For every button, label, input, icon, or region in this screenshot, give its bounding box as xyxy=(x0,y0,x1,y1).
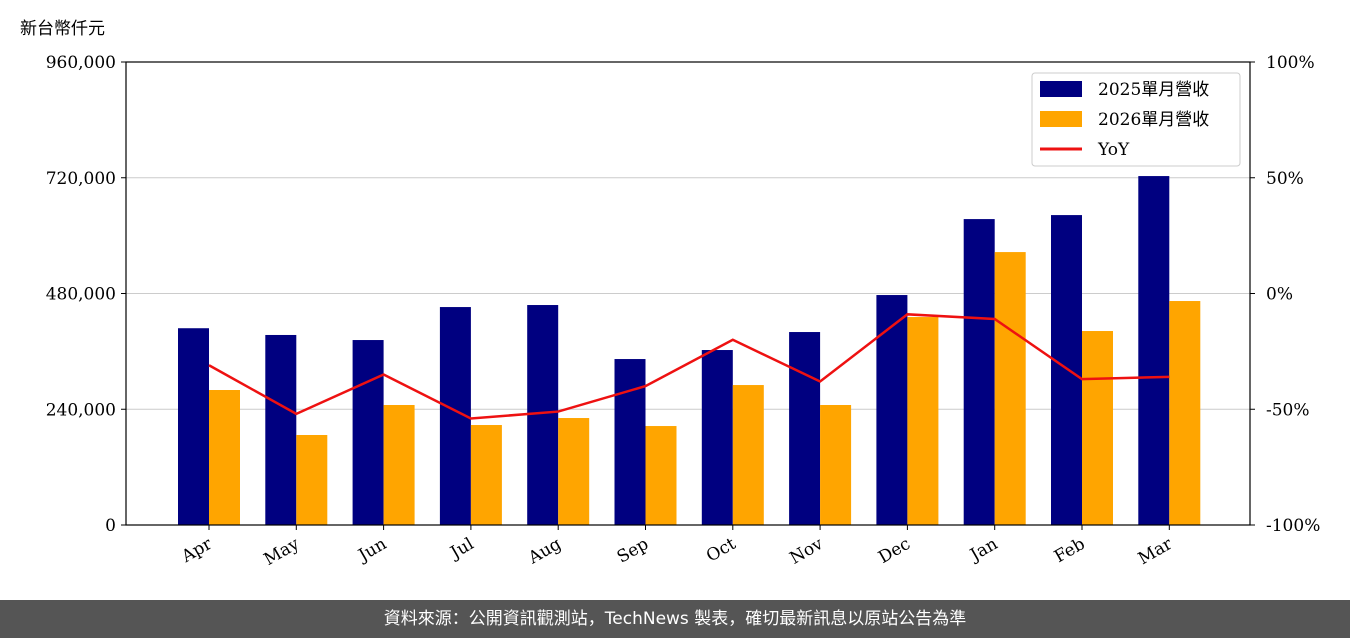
y-tick-label: 480,000 xyxy=(46,285,116,305)
legend-label: YoY xyxy=(1097,140,1130,160)
bar xyxy=(994,252,1026,525)
bar xyxy=(470,425,502,525)
y2-tick-label: 0% xyxy=(1266,285,1293,305)
legend-box xyxy=(1031,72,1241,167)
legend: 2025單月營收 2026單月營收 YoY xyxy=(1031,72,1241,167)
x-tick-label: Jul xyxy=(446,534,478,564)
x-tick-label: Mar xyxy=(1135,534,1177,570)
x-tick-label: May xyxy=(261,534,304,570)
x-tick-label: Jan xyxy=(965,534,1001,566)
bar xyxy=(558,418,590,525)
bar xyxy=(701,350,733,525)
bar xyxy=(614,359,646,525)
bar xyxy=(296,435,328,525)
y-tick-label: 720,000 xyxy=(46,169,116,189)
bar xyxy=(1051,215,1082,525)
bar xyxy=(265,334,297,525)
bar xyxy=(1082,331,1113,525)
bar xyxy=(209,390,240,525)
y2-tick-label: 100% xyxy=(1266,53,1315,73)
bar xyxy=(732,385,764,525)
y2-tick-label: -50% xyxy=(1266,400,1310,420)
y2-tick-label: 50% xyxy=(1266,169,1304,189)
x-tick-label: Sep xyxy=(614,534,652,568)
plot-frame xyxy=(125,61,1251,526)
x-tick-label: Feb xyxy=(1051,534,1089,567)
legend-label: 2026單月營收 xyxy=(1098,110,1209,130)
x-tick-label: Aug xyxy=(524,534,565,569)
y-tick-label: 240,000 xyxy=(46,400,116,420)
bar xyxy=(963,219,995,525)
bar xyxy=(789,332,821,525)
bar xyxy=(1169,301,1201,525)
bar xyxy=(178,328,209,525)
legend-swatch xyxy=(1040,81,1082,97)
bar xyxy=(820,405,852,525)
bar xyxy=(876,295,908,525)
x-tick-label: Jun xyxy=(353,534,390,567)
chart: 新台幣仟元 0 240,000 480,000 720,000 960,000 -100%… xyxy=(20,19,1320,570)
y2-tick-label: -100% xyxy=(1266,516,1320,536)
bar xyxy=(1138,176,1170,525)
bar xyxy=(907,317,939,525)
y-tick-label: 0 xyxy=(105,516,116,536)
line xyxy=(208,313,1170,420)
y-axis-label: 新台幣仟元 xyxy=(20,19,105,39)
legend-swatch xyxy=(1040,111,1082,127)
x-tick-label: Oct xyxy=(703,534,739,567)
bar xyxy=(383,405,415,525)
x-tick-label: Nov xyxy=(787,534,827,569)
bar xyxy=(527,305,559,525)
y-tick-label: 960,000 xyxy=(46,53,116,73)
x-tick-label: Apr xyxy=(178,534,217,568)
footer: 資料來源：公開資訊觀測站，TechNews 製表，確切最新訊息以原站公告為準 xyxy=(0,600,1350,638)
bar xyxy=(645,426,677,525)
x-tick-label: Dec xyxy=(875,534,914,568)
bar xyxy=(352,340,384,525)
legend-label: 2025單月營收 xyxy=(1098,80,1209,100)
